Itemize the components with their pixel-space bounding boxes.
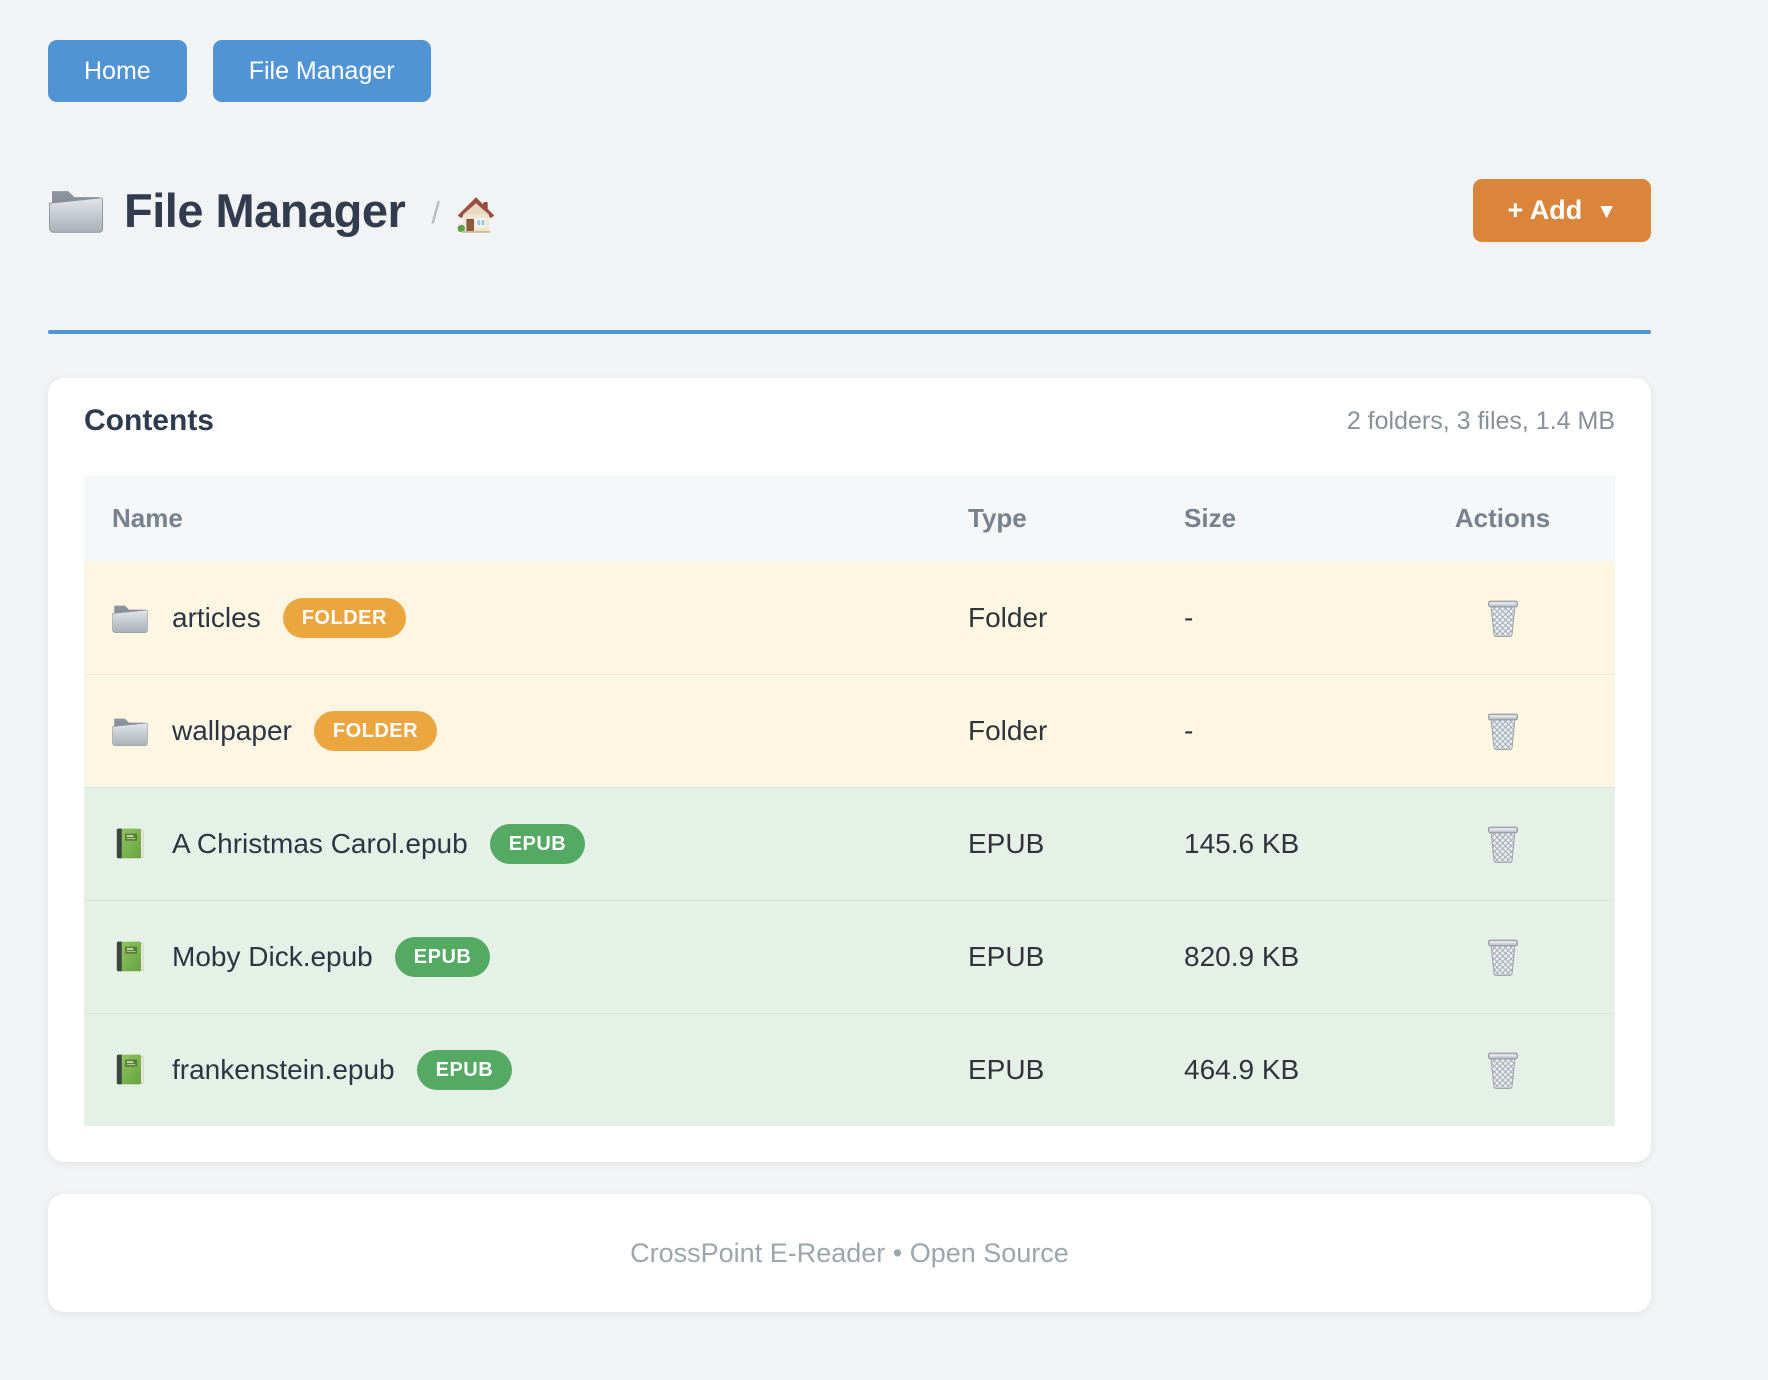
table-header-row: Name Type Size Actions: [84, 476, 1615, 561]
delete-button[interactable]: [1481, 708, 1525, 754]
title-divider: [48, 330, 1651, 334]
nav-file-manager-button[interactable]: File Manager: [213, 40, 431, 102]
trash-icon: [1483, 823, 1523, 865]
column-header-actions: Actions: [1390, 503, 1615, 534]
epub-badge: EPUB: [395, 937, 491, 977]
house-icon: [456, 196, 496, 234]
folder-icon: [112, 601, 148, 635]
entry-type: EPUB: [944, 828, 1160, 860]
delete-button[interactable]: [1481, 595, 1525, 641]
delete-button[interactable]: [1481, 934, 1525, 980]
entry-type: EPUB: [944, 1054, 1160, 1086]
column-header-size: Size: [1160, 503, 1390, 534]
entry-type: EPUB: [944, 941, 1160, 973]
page-header: File Manager / + Add ▼: [48, 168, 1651, 252]
entry-name-link[interactable]: articles: [172, 602, 261, 634]
green-book-icon: [112, 940, 148, 974]
column-header-type: Type: [944, 503, 1160, 534]
entry-size: -: [1160, 602, 1390, 634]
page-title: File Manager: [124, 183, 405, 238]
contents-summary: 2 folders, 3 files, 1.4 MB: [1347, 407, 1615, 436]
folder-icon: [48, 186, 104, 234]
entry-size: 464.9 KB: [1160, 1054, 1390, 1086]
contents-title: Contents: [84, 404, 214, 438]
footer-text: CrossPoint E-Reader • Open Source: [630, 1238, 1069, 1269]
entry-size: -: [1160, 715, 1390, 747]
breadcrumb-home-link[interactable]: [456, 196, 496, 234]
add-button-label: + Add: [1507, 195, 1582, 226]
entry-name-link[interactable]: frankenstein.epub: [172, 1054, 395, 1086]
contents-table: Name Type Size Actions articles FOLDER F…: [84, 476, 1615, 1126]
table-row: wallpaper FOLDER Folder -: [84, 674, 1615, 787]
contents-card: Contents 2 folders, 3 files, 1.4 MB Name…: [48, 378, 1651, 1162]
top-navigation: Home File Manager: [48, 40, 1651, 102]
epub-badge: EPUB: [490, 824, 586, 864]
footer: CrossPoint E-Reader • Open Source: [48, 1194, 1651, 1312]
entry-size: 820.9 KB: [1160, 941, 1390, 973]
delete-button[interactable]: [1481, 821, 1525, 867]
entry-type: Folder: [944, 715, 1160, 747]
trash-icon: [1483, 936, 1523, 978]
folder-badge: FOLDER: [283, 598, 406, 638]
breadcrumb-separator: /: [431, 195, 440, 231]
nav-home-button[interactable]: Home: [48, 40, 187, 102]
trash-icon: [1483, 710, 1523, 752]
delete-button[interactable]: [1481, 1047, 1525, 1093]
trash-icon: [1483, 597, 1523, 639]
green-book-icon: [112, 827, 148, 861]
table-row: frankenstein.epub EPUB EPUB 464.9 KB: [84, 1013, 1615, 1126]
folder-badge: FOLDER: [314, 711, 437, 751]
folder-icon: [112, 714, 148, 748]
table-row: A Christmas Carol.epub EPUB EPUB 145.6 K…: [84, 787, 1615, 900]
entry-name-link[interactable]: A Christmas Carol.epub: [172, 828, 468, 860]
column-header-name: Name: [84, 503, 944, 534]
add-button[interactable]: + Add ▼: [1473, 179, 1651, 242]
file-manager-page: Home File Manager File Manager / + Add ▼: [0, 0, 1768, 1312]
table-row: Moby Dick.epub EPUB EPUB 820.9 KB: [84, 900, 1615, 1013]
entry-size: 145.6 KB: [1160, 828, 1390, 860]
epub-badge: EPUB: [417, 1050, 513, 1090]
entry-name-link[interactable]: wallpaper: [172, 715, 292, 747]
entry-type: Folder: [944, 602, 1160, 634]
trash-icon: [1483, 1049, 1523, 1091]
green-book-icon: [112, 1053, 148, 1087]
table-row: articles FOLDER Folder -: [84, 561, 1615, 674]
entry-name-link[interactable]: Moby Dick.epub: [172, 941, 373, 973]
caret-down-icon: ▼: [1596, 197, 1617, 224]
